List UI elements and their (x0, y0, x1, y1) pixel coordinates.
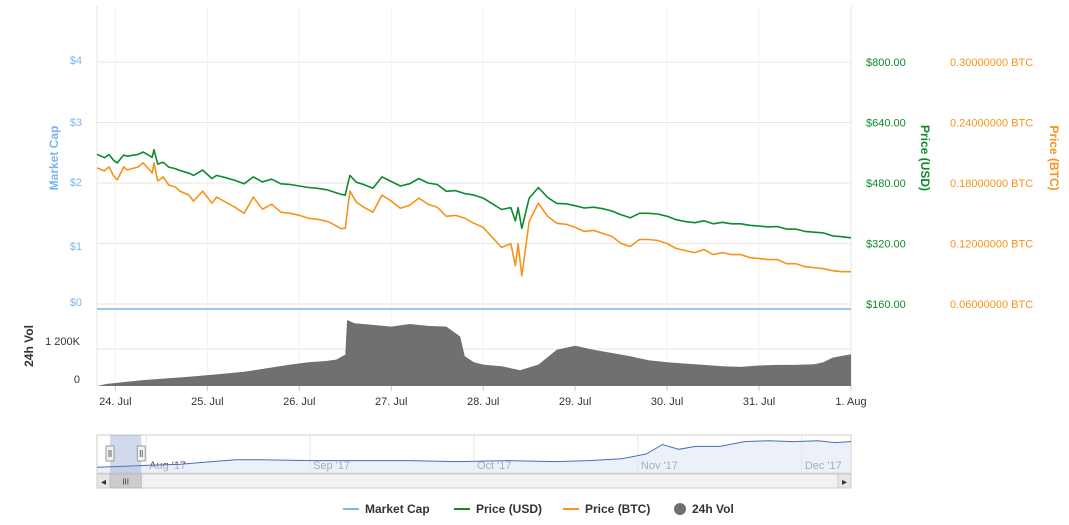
scroll-right-button[interactable] (837, 473, 852, 489)
price-btc-line-icon (563, 508, 579, 510)
legend-item-24h-vol[interactable]: 24h Vol (674, 502, 734, 516)
market-cap-tick-label: $4 (70, 55, 82, 67)
usd-tick-label: $320.00 (866, 239, 906, 251)
navigator-selection[interactable] (110, 435, 142, 473)
navigator-area (97, 440, 851, 473)
date-tick-label: 28. Jul (467, 396, 499, 408)
legend-item-price-btc[interactable]: Price (BTC) (563, 502, 650, 516)
scroll-left-arrow-icon: ◂ (101, 477, 106, 488)
btc-tick-label: 0.12000000 BTC (950, 239, 1033, 251)
price-usd-axis: $160.00 $320.00 $480.00 $640.00 $800.00 (866, 57, 906, 311)
legend-label: 24h Vol (692, 502, 734, 516)
price-btc-axis: 0.06000000 BTC 0.12000000 BTC 0.18000000 B… (950, 57, 1033, 311)
price-btc-axis-title: Price (BTC) (1047, 125, 1061, 190)
legend-label: Price (BTC) (585, 502, 651, 516)
date-tick-label: 26. Jul (283, 396, 315, 408)
date-tick-label: 24. Jul (99, 396, 131, 408)
navigator-line (96, 440, 852, 468)
market-cap-axis: $0 $1 $2 $3 $4 (70, 55, 82, 309)
navigator-left-handle[interactable] (105, 445, 115, 462)
btc-tick-label: 0.06000000 BTC (950, 299, 1033, 311)
volume-axis-title: 24h Vol (22, 325, 36, 367)
volume-pane: 0 1 200K (45, 320, 851, 386)
price-usd-line-icon (454, 508, 470, 510)
usd-tick-label: $640.00 (866, 118, 906, 130)
price-btc-series-line (96, 162, 851, 277)
btc-tick-label: 0.18000000 BTC (950, 178, 1033, 190)
legend-item-market-cap[interactable]: Market Cap (343, 502, 430, 516)
date-axis: 24. Jul 25. Jul 26. Jul 27. Jul 28. Jul 29. J… (99, 386, 867, 408)
market-cap-tick-label: $2 (70, 177, 82, 189)
price-usd-series-line (96, 148, 852, 239)
scrollbar-thumb[interactable] (109, 473, 142, 489)
btc-tick-label: 0.24000000 BTC (950, 118, 1033, 130)
market-cap-tick-label: $3 (70, 117, 82, 129)
scroll-right-arrow-icon: ▸ (842, 477, 847, 488)
scrollbar-track (96, 473, 852, 489)
main-grid (96, 6, 852, 386)
volume-dot-icon (674, 503, 686, 515)
volume-series-area (97, 320, 851, 386)
legend-label: Price (USD) (476, 502, 543, 516)
scrollbar-grip-icon: III (122, 478, 129, 487)
scrollbar[interactable]: ◂ ▸ III (96, 473, 852, 489)
market-cap-line-icon (343, 508, 359, 510)
date-tick-label: 1. Aug (835, 396, 866, 408)
usd-tick-label: $160.00 (866, 299, 906, 311)
price-usd-axis-title: Price (USD) (918, 125, 932, 191)
series-layer (96, 148, 852, 310)
navigator[interactable]: Aug '17Sep '17Oct '17Nov '17Dec '17 (96, 434, 852, 474)
volume-tick-label: 1 200K (45, 336, 81, 348)
date-tick-label: 25. Jul (191, 396, 223, 408)
legend-label: Market Cap (365, 502, 430, 516)
market-cap-tick-label: $1 (70, 241, 82, 253)
usd-tick-label: $480.00 (866, 178, 906, 190)
legend: Market Cap Price (USD) Price (BTC) 24h V… (0, 502, 1069, 522)
date-tick-label: 30. Jul (651, 396, 683, 408)
market-cap-axis-title: Market Cap (47, 126, 61, 191)
date-tick-label: 31. Jul (743, 396, 775, 408)
price-chart: $0$1$2$3$4 $160.00$320.00$480.00$640.00$… (22, 6, 1061, 489)
volume-tick-label: 0 (74, 374, 80, 386)
date-tick-label: 29. Jul (559, 396, 591, 408)
legend-item-price-usd[interactable]: Price (USD) (454, 502, 542, 516)
date-tick-label: 27. Jul (375, 396, 407, 408)
btc-tick-label: 0.30000000 BTC (950, 57, 1033, 69)
usd-tick-label: $800.00 (866, 57, 906, 69)
navigator-right-handle[interactable] (136, 445, 146, 462)
market-cap-tick-label: $0 (70, 297, 82, 309)
